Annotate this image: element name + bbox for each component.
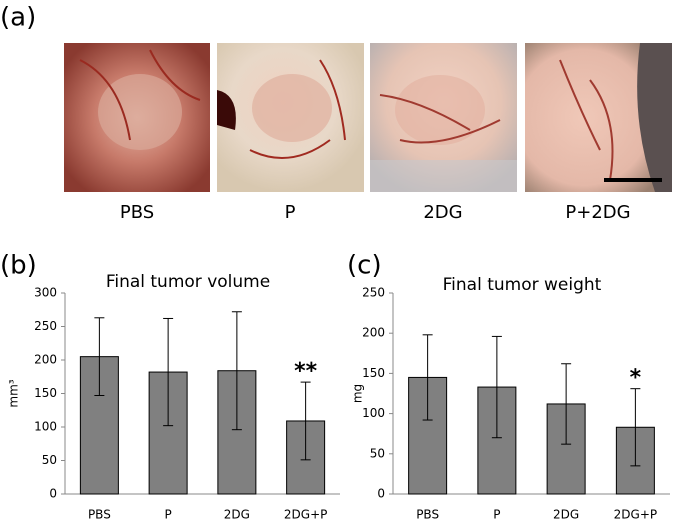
- bar: [217, 370, 257, 495]
- x-tick-label: 2DG: [553, 508, 579, 522]
- photo-label: P: [285, 202, 296, 223]
- y-tick-label: 100: [362, 406, 385, 420]
- photo: [370, 43, 517, 192]
- error-bar: [422, 334, 433, 421]
- y-tick-label: 0: [377, 487, 385, 501]
- y-tick-label: 50: [42, 453, 57, 467]
- significance-marker: *: [630, 366, 642, 391]
- y-axis-label: mm³: [7, 379, 21, 407]
- error-bar: [94, 317, 105, 397]
- x-tick-label: 2DG+P: [614, 508, 657, 522]
- chart-title: Final tumor volume: [106, 272, 270, 292]
- significance-marker: **: [294, 359, 318, 384]
- photo-label: PBS: [120, 202, 154, 223]
- photo: [217, 43, 364, 192]
- y-tick-label: 50: [370, 446, 385, 460]
- error-bar: [491, 335, 502, 439]
- y-tick-label: 0: [49, 487, 57, 501]
- x-tick-label: P: [493, 508, 500, 522]
- y-tick-label: 250: [34, 319, 57, 333]
- y-tick-label: 100: [34, 420, 57, 434]
- panel-label: (a): [0, 3, 36, 33]
- x-tick-label: 2DG+P: [284, 508, 327, 522]
- y-tick-label: 200: [362, 326, 385, 340]
- x-tick-label: PBS: [416, 508, 439, 522]
- x-tick-label: PBS: [88, 508, 111, 522]
- y-axis-label: mg: [351, 384, 365, 403]
- error-bar: [561, 363, 572, 445]
- error-bar: [163, 317, 174, 427]
- photo-label: 2DG: [423, 202, 462, 223]
- error-bar: [630, 388, 641, 467]
- error-bar: [300, 381, 311, 461]
- photo: [64, 43, 210, 192]
- y-tick-label: 200: [34, 353, 57, 367]
- panel-label: (b): [0, 251, 37, 281]
- y-tick-label: 300: [34, 286, 57, 300]
- y-tick-label: 150: [34, 386, 57, 400]
- panel-label: (c): [347, 251, 382, 281]
- photo-label: P+2DG: [565, 202, 630, 223]
- y-tick-label: 150: [362, 366, 385, 380]
- error-bar: [231, 311, 242, 431]
- photo: [525, 43, 672, 192]
- y-tick-label: 250: [362, 286, 385, 300]
- x-tick-label: P: [165, 508, 172, 522]
- chart-title: Final tumor weight: [443, 275, 602, 295]
- x-tick-label: 2DG: [224, 508, 250, 522]
